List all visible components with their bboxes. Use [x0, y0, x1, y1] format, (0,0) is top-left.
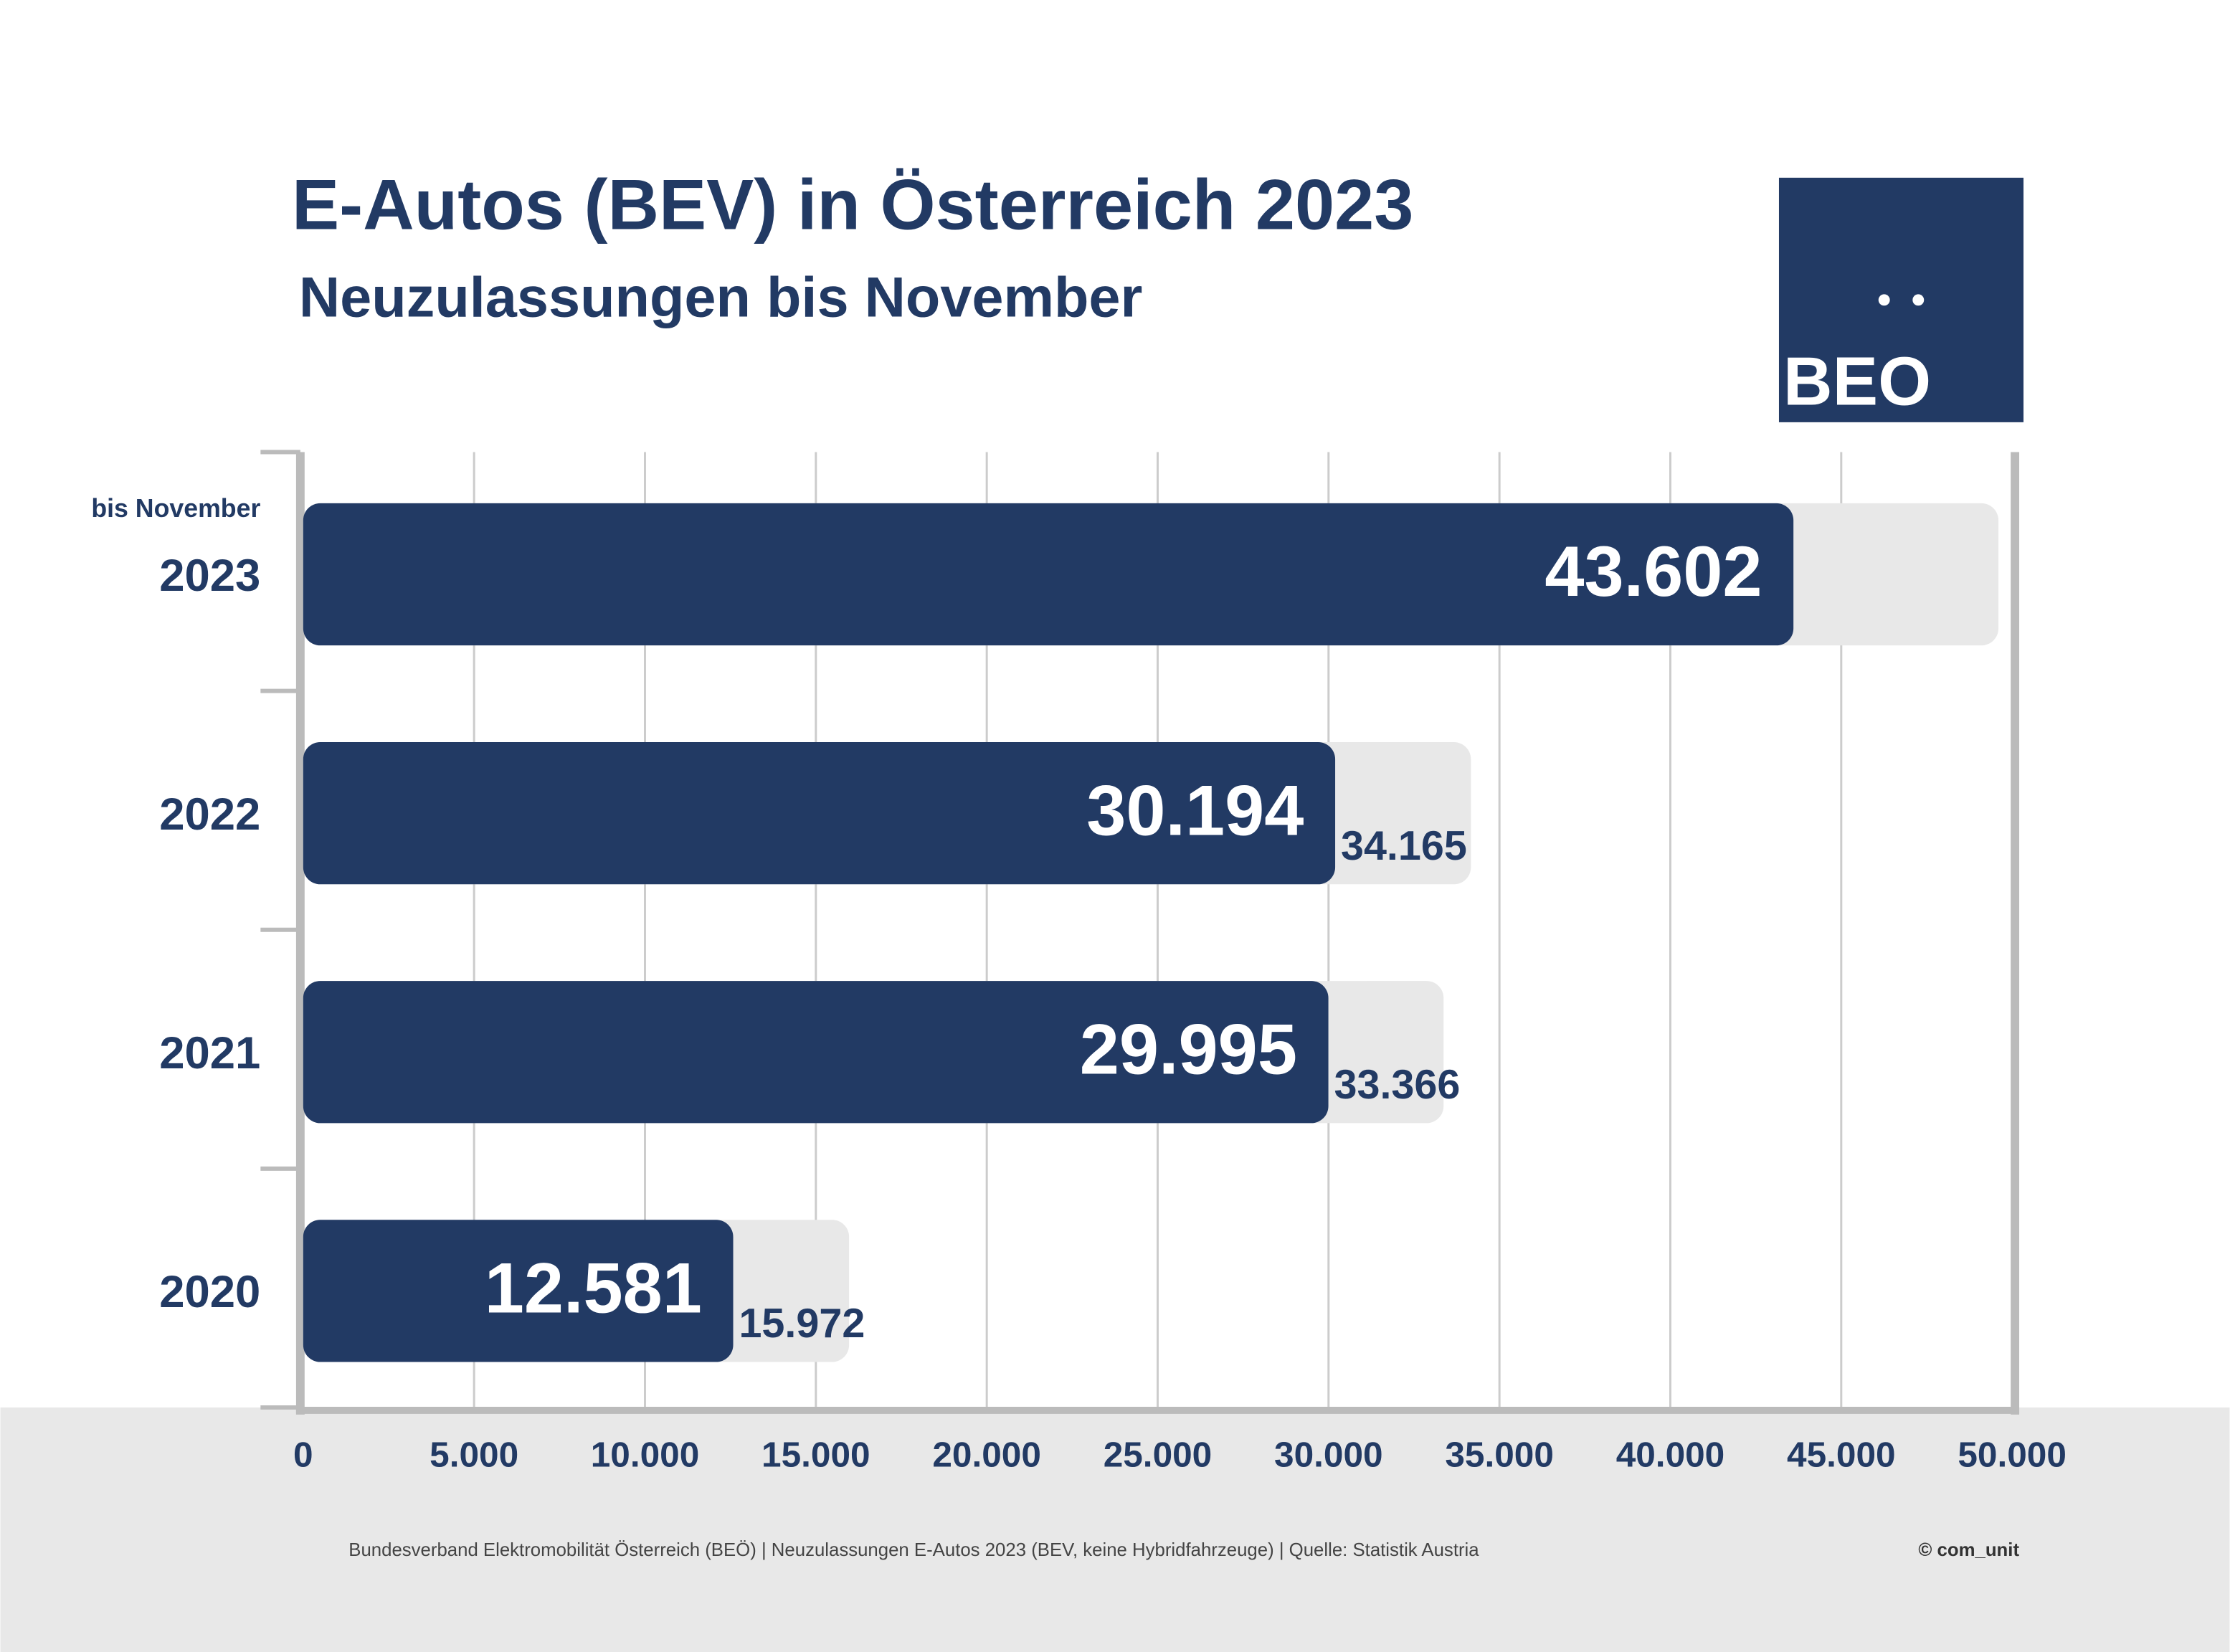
chart-title: E-Autos (BEV) in Österreich 2023 — [292, 166, 1413, 245]
bar — [303, 981, 1329, 1124]
y-tick-label: 2020 — [159, 1267, 260, 1317]
value-label: 43.602 — [1545, 532, 1762, 612]
x-tick-label: 35.000 — [1445, 1434, 1554, 1474]
total-label: 15.972 — [739, 1301, 865, 1347]
value-label: 12.581 — [485, 1249, 702, 1329]
x-tick-label: 40.000 — [1616, 1434, 1725, 1474]
copyright: © com_unit — [1918, 1540, 2019, 1560]
logo-dot — [1878, 294, 1890, 306]
x-tick-label: 50.000 — [1958, 1434, 2067, 1474]
y-tick-label: 2023 — [159, 551, 260, 601]
x-tick-label: 20.000 — [932, 1434, 1041, 1474]
category-note: bis November — [91, 494, 260, 523]
logo-dot — [1912, 294, 1925, 306]
x-tick-label: 0 — [293, 1434, 313, 1474]
logo-box — [1778, 177, 2024, 422]
total-label: 33.366 — [1334, 1062, 1461, 1108]
x-tick-label: 45.000 — [1787, 1434, 1896, 1474]
chart-subtitle: Neuzulassungen bis November — [299, 265, 1143, 328]
x-tick-label: 10.000 — [591, 1434, 700, 1474]
bar — [303, 1220, 734, 1362]
value-label: 30.194 — [1086, 771, 1304, 850]
x-tick-label: 15.000 — [761, 1434, 870, 1474]
bar — [303, 503, 1794, 646]
y-tick-label: 2021 — [159, 1028, 260, 1078]
x-tick-label: 30.000 — [1274, 1434, 1383, 1474]
value-label: 29.995 — [1080, 1010, 1297, 1089]
x-tick-label: 25.000 — [1104, 1434, 1213, 1474]
bar — [303, 742, 1336, 885]
footer-band — [0, 1407, 2230, 1652]
y-tick-label: 2022 — [159, 789, 260, 840]
x-tick-label: 5.000 — [430, 1434, 518, 1474]
footer: Bundesverband Elektromobilität Österreic… — [348, 1540, 1479, 1560]
logo: BEO — [1783, 343, 1931, 419]
plot: 0 5.000 10.000 15.000 20.000 25.000 30.000 35.0… — [159, 450, 2067, 1474]
total-label: 34.165 — [1341, 823, 1467, 869]
